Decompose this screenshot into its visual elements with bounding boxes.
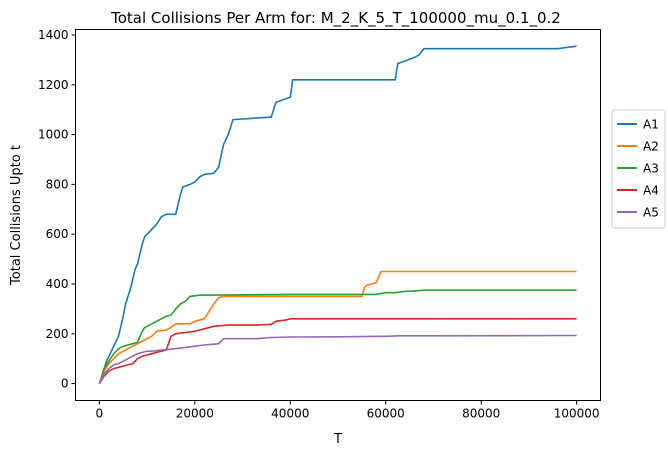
series-line-a4: [98, 318, 577, 385]
x-tick-label: 0: [96, 407, 104, 421]
legend-label: A1: [643, 118, 659, 132]
series-line-a5: [98, 334, 577, 384]
legend-label: A2: [643, 140, 659, 154]
ticks-layer: 0 20000 40000 60000 80000 100000 0 200 400 600 800…: [38, 28, 600, 421]
y-tick-label: 0: [61, 377, 69, 391]
x-tick-label: 20000: [176, 407, 214, 421]
legend-label: A4: [643, 184, 659, 198]
series-line-a2: [98, 270, 577, 384]
y-tick-label: 400: [46, 277, 69, 291]
y-tick-label: 800: [46, 177, 69, 191]
x-tick-label: 60000: [367, 407, 405, 421]
x-tick-label: 100000: [554, 407, 600, 421]
x-axis-label: T: [333, 432, 342, 447]
x-tick-label: 40000: [271, 407, 309, 421]
y-tick-label: 200: [46, 327, 69, 341]
chart-title: Total Collisions Per Arm for: M_2_K_5_T_…: [110, 9, 561, 28]
series-layer: [98, 45, 577, 385]
legend-label: A3: [643, 162, 659, 176]
legend: A1 A2 A3 A4 A5: [611, 109, 666, 229]
y-tick-label: 600: [46, 227, 69, 241]
legend-label: A5: [643, 206, 659, 220]
plot-frame: [75, 29, 601, 401]
y-tick-label: 1000: [38, 128, 69, 142]
y-tick-label: 1400: [38, 28, 69, 42]
x-tick-label: 80000: [462, 407, 500, 421]
series-line-a1: [98, 45, 577, 384]
series-line-a3: [98, 289, 577, 384]
y-axis-label: Total Collisions Upto t: [9, 145, 24, 286]
legend-frame: [611, 109, 666, 229]
y-tick-label: 1200: [38, 78, 69, 92]
